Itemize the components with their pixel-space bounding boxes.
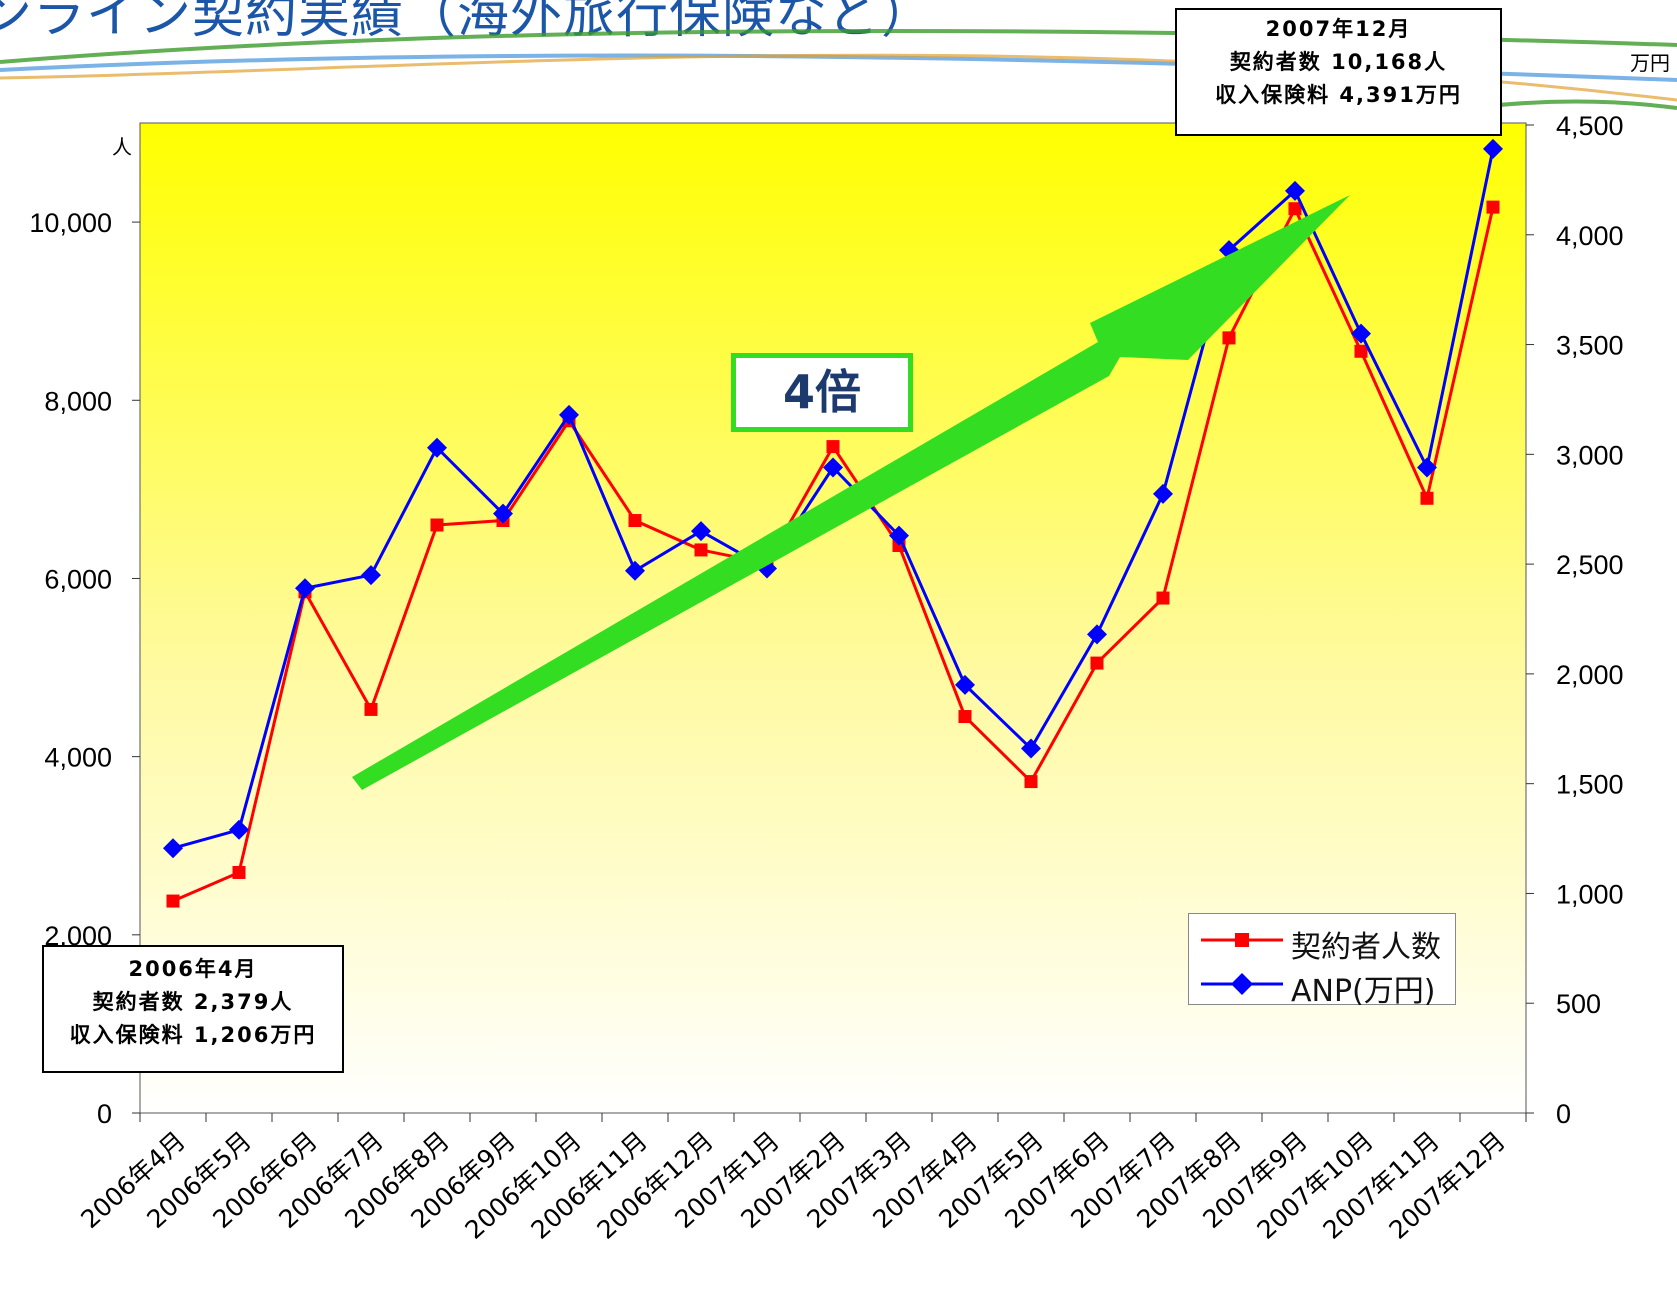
right-y-tick-label: 3,000 (1556, 440, 1624, 470)
data-point (361, 565, 381, 586)
data-point (1420, 491, 1434, 505)
data-point (229, 819, 249, 840)
data-point (1156, 591, 1170, 605)
right-y-axis: 0 500 1,000 1,500 2,000 2,500 3,000 3,500 4,000 4… (1526, 51, 1670, 1129)
right-y-tick-label: 4,000 (1556, 221, 1624, 251)
legend-label-contracts: 契約者人数 (1291, 930, 1441, 965)
right-y-tick-label: 500 (1556, 989, 1601, 1019)
right-y-tick-label: 3,500 (1556, 331, 1624, 361)
right-y-tick-label: 4,500 (1556, 111, 1624, 141)
data-point (1417, 457, 1437, 478)
data-point (559, 404, 579, 425)
data-point (625, 560, 645, 581)
data-point (823, 457, 843, 478)
legend-swatch-contracts (1201, 933, 1283, 947)
data-point (826, 440, 840, 454)
data-point (364, 702, 378, 716)
callout-end-contracts: 契約者数 10,168人 (1229, 50, 1448, 74)
data-point (430, 518, 444, 532)
callout-end-date: 2007年12月 (1265, 17, 1412, 41)
series-anp (163, 138, 1503, 859)
right-y-tick-label: 2,000 (1556, 660, 1624, 690)
legend-item-contracts: 契約者人数 (1199, 920, 1449, 965)
callout-start-date: 2006年4月 (128, 957, 258, 981)
left-y-tick-label: 10,000 (29, 208, 112, 238)
legend-item-anp: ANP(万円) (1199, 964, 1449, 1009)
left-y-tick-label: 0 (97, 1099, 112, 1129)
chart-legend: 契約者人数 ANP(万円) (1188, 913, 1456, 1009)
data-point (1087, 624, 1107, 645)
left-y-tick-label: 8,000 (44, 386, 112, 416)
right-y-tick-label: 1,500 (1556, 770, 1624, 800)
data-point (1285, 180, 1305, 201)
data-point (694, 543, 708, 557)
data-point (166, 894, 180, 908)
data-point (163, 838, 183, 859)
left-y-tick-label: 4,000 (44, 743, 112, 773)
callout-end-premium: 収入保険料 4,391万円 (1215, 83, 1462, 107)
data-point (232, 865, 246, 879)
data-point (1024, 775, 1038, 789)
data-point (1153, 483, 1173, 504)
x-axis: 2006年4月2006年5月2006年6月2006年7月2006年8月2006年… (75, 1113, 1527, 1245)
data-point (295, 578, 315, 599)
data-point (427, 437, 447, 458)
data-point (493, 503, 513, 524)
data-point (691, 521, 711, 542)
right-y-tick-label: 2,500 (1556, 550, 1624, 580)
callout-start-summary: 2006年4月 契約者数 2,379人 収入保険料 1,206万円 (42, 945, 344, 1073)
data-point (958, 710, 972, 724)
callout-start-contracts: 契約者数 2,379人 (92, 990, 294, 1014)
data-point (1288, 202, 1302, 216)
data-point (1354, 344, 1368, 358)
callout-start-premium: 収入保険料 1,206万円 (69, 1023, 317, 1047)
callout-end-summary: 2007年12月 契約者数 10,168人 収入保険料 4,391万円 (1175, 8, 1502, 136)
trend-arrow (352, 195, 1350, 790)
legend-swatch-anp (1201, 973, 1283, 995)
left-y-tick-label: 6,000 (44, 564, 112, 594)
right-y-unit: 万円 (1630, 51, 1670, 75)
data-point (1090, 656, 1104, 670)
growth-badge: 4倍 (731, 353, 913, 432)
data-point (628, 514, 642, 528)
data-point (1486, 200, 1500, 214)
data-point (1222, 331, 1236, 345)
left-y-unit: 人 (112, 135, 132, 159)
right-y-tick-label: 1,000 (1556, 879, 1624, 909)
data-point (1021, 738, 1041, 759)
right-y-tick-label: 0 (1556, 1099, 1571, 1129)
data-point (955, 674, 975, 695)
data-point (1351, 323, 1371, 344)
legend-label-anp: ANP(万円) (1291, 974, 1436, 1009)
data-point (1483, 138, 1503, 159)
data-point (889, 525, 909, 546)
